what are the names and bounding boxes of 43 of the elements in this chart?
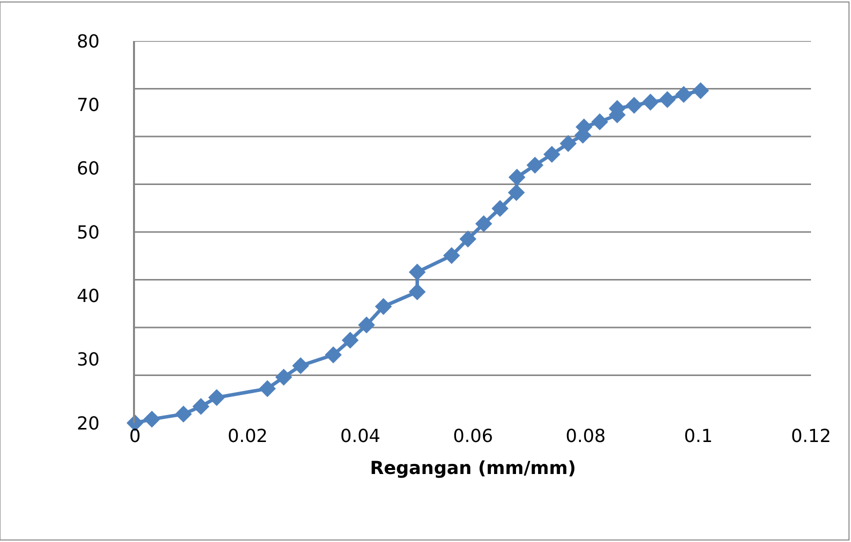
point [459, 230, 476, 248]
point [692, 82, 710, 100]
point [675, 86, 692, 103]
point [192, 398, 210, 415]
y-tick-label: 50 [76, 222, 100, 244]
point [475, 215, 492, 232]
x-tick-label: 0.02 [228, 426, 268, 447]
point [275, 368, 292, 386]
point [626, 96, 643, 114]
point [408, 264, 426, 281]
y-tick-label: 20 [76, 413, 100, 434]
x-tick-label: 0.06 [452, 426, 494, 447]
point [492, 200, 508, 217]
point [324, 346, 342, 364]
x-axis-title: Regangan (mm/mm) [370, 458, 576, 480]
y-tick-label: 40 [76, 286, 100, 307]
point [358, 316, 375, 334]
x-tick-label: 0.04 [340, 426, 380, 447]
point [591, 113, 608, 130]
x-tick-label: 0.1 [684, 426, 713, 447]
y-tick-label: 80 [76, 31, 100, 52]
point [175, 406, 192, 423]
point [292, 357, 310, 374]
x-tick-label: 0.12 [790, 426, 832, 447]
point [374, 298, 392, 315]
point [143, 410, 160, 428]
point [508, 184, 525, 201]
y-tick-label: 70 [76, 94, 100, 116]
point [408, 283, 426, 300]
x-tick-label: 0 [129, 426, 141, 447]
point [208, 389, 226, 406]
point [258, 380, 276, 398]
point [443, 247, 460, 264]
point [658, 91, 676, 108]
point [342, 332, 359, 349]
point [526, 156, 544, 174]
point [560, 135, 577, 152]
y-tick-label: 60 [76, 158, 100, 180]
y-tick-label: 30 [76, 350, 100, 371]
point [543, 146, 560, 163]
point [642, 94, 659, 111]
x-tick-label: 0.08 [566, 426, 606, 447]
point [508, 168, 526, 186]
